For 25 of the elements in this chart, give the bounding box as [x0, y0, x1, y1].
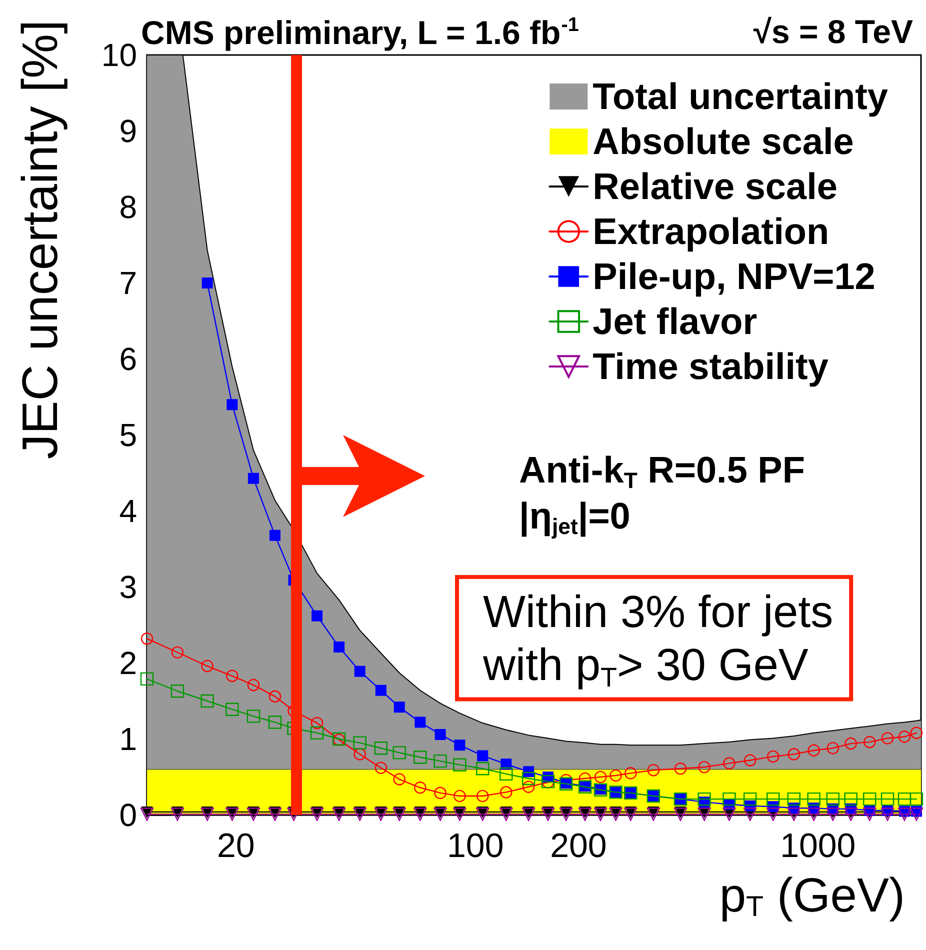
y-tick-label: 5	[119, 417, 137, 453]
y-tick-label: 7	[119, 265, 137, 301]
x-axis-title: pT (GeV)	[719, 870, 906, 923]
y-tick-label: 9	[119, 113, 137, 149]
legend-label: Total uncertainty	[592, 76, 888, 117]
legend-label: Relative scale	[592, 166, 838, 207]
legend-label: Absolute scale	[592, 121, 854, 162]
legend-label: Jet flavor	[592, 301, 758, 342]
y-tick-label: 10	[101, 37, 137, 73]
y-tick-label: 1	[119, 721, 137, 757]
y-axis-title: JEC uncertainty [%]	[12, 20, 68, 460]
legend-label: Pile-up, NPV=12	[592, 256, 876, 297]
y-tick-label: 0	[119, 797, 137, 833]
chart-subtitle: √s = 8 TeV	[753, 13, 914, 50]
y-tick-label: 4	[119, 493, 137, 529]
x-tick-label: 20	[217, 827, 255, 865]
y-tick-label: 3	[119, 569, 137, 605]
x-tick-label: 100	[446, 827, 504, 865]
legend-label: Time stability	[592, 346, 829, 387]
y-tick-label: 8	[119, 189, 137, 225]
x-tick-label: 1000	[780, 827, 856, 865]
legend-label: Extrapolation	[592, 211, 830, 252]
x-tick-label: 200	[550, 827, 607, 865]
y-tick-label: 6	[119, 341, 137, 377]
y-tick-label: 2	[119, 645, 137, 681]
